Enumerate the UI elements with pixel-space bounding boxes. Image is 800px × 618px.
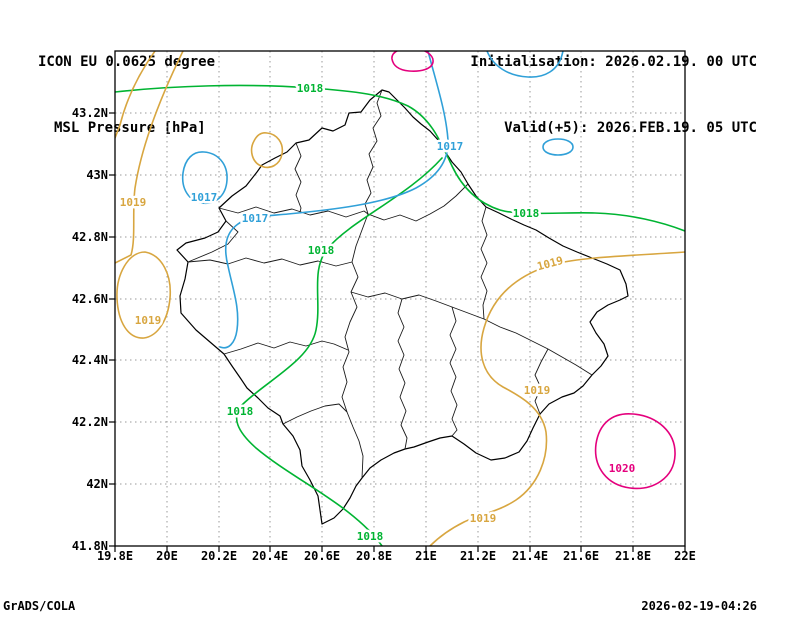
contour-1019-east-snake <box>429 251 685 546</box>
contour-label: 1017 <box>191 191 218 204</box>
map-geography <box>176 89 629 525</box>
x-axis-labels: 19.8E 20E 20.2E 20.4E 20.6E 20.8E 21E 21… <box>97 549 696 563</box>
contour-label: 1018 <box>513 207 540 220</box>
x-tick-label: 20E <box>156 549 178 563</box>
y-tick-label: 41.8N <box>72 539 108 553</box>
contour-1017-closed-west <box>181 151 228 205</box>
init-time: Initialisation: 2026.02.19. 00 UTC <box>470 54 757 70</box>
contour-1018-central <box>235 157 443 546</box>
contour-1019-closed-small <box>250 132 284 169</box>
x-tick-label: 20.8E <box>356 549 392 563</box>
x-tick-label: 19.8E <box>97 549 133 563</box>
contour-1019-west <box>115 51 184 264</box>
contour-label: 1018 <box>357 530 384 543</box>
contour-1018-upper <box>115 84 685 232</box>
y-tick-label: 43.2N <box>72 106 108 120</box>
grads-credit: GrADS/COLA <box>3 599 76 613</box>
y-tick-label: 42.4N <box>72 353 108 367</box>
x-tick-label: 21E <box>415 549 437 563</box>
country-outline <box>176 89 629 525</box>
axis-tick-marks <box>109 112 686 552</box>
x-tick-label: 20.4E <box>252 549 288 563</box>
district-boundaries <box>187 89 593 479</box>
creation-timestamp: 2026-02-19-04:26 <box>641 599 757 613</box>
y-tick-label: 42.8N <box>72 230 108 244</box>
contour-label: 1017 <box>242 212 269 225</box>
y-tick-label: 42N <box>86 477 108 491</box>
x-tick-label: 20.2E <box>201 549 237 563</box>
contour-label: 1018 <box>308 244 335 257</box>
contour-label: 1018 <box>297 82 324 95</box>
contour-label: 1017 <box>437 140 464 153</box>
field-title: MSL Pressure [hPa] <box>54 120 206 136</box>
contour-label: 1019 <box>120 196 147 209</box>
valid-time: Valid(+5): 2026.FEB.19. 05 UTC <box>504 120 757 136</box>
grid-lines <box>115 51 685 546</box>
y-axis-labels: 43.2N 43N 42.8N 42.6N 42.4N 42.2N 42N 41… <box>72 106 108 553</box>
contour-label: 1019 <box>470 512 497 525</box>
contour-label: 1019 <box>524 384 551 397</box>
header-left: ICON EU 0.0625 degree MSL Pressure [hPa] <box>38 7 215 161</box>
contour-label: 1020 <box>609 462 636 475</box>
y-tick-label: 42.6N <box>72 292 108 306</box>
contour-1020-closed-southeast <box>594 413 676 490</box>
contour-label: 1019 <box>135 314 162 327</box>
contour-label: 1018 <box>227 405 254 418</box>
contour-1017-top-arc <box>486 51 564 78</box>
contour-1017-sweep <box>219 51 449 349</box>
x-tick-label: 21.6E <box>563 549 599 563</box>
header-right: Initialisation: 2026.02.19. 00 UTC Valid… <box>470 7 757 161</box>
contour-label-layer: 1018 1017 1017 1017 1019 1018 1019 1018 … <box>117 80 638 546</box>
x-tick-label: 21.2E <box>460 549 496 563</box>
x-tick-label: 21.8E <box>615 549 651 563</box>
contour-1019-corner-arc <box>115 51 156 139</box>
contour-1019-closed-west <box>116 251 171 339</box>
contour-1020-closed-top <box>391 51 434 72</box>
contour-1017-closed-east <box>542 138 574 156</box>
x-tick-label: 21.4E <box>512 549 548 563</box>
x-tick-label: 22E <box>674 549 696 563</box>
model-title: ICON EU 0.0625 degree <box>38 54 216 70</box>
y-tick-label: 42.2N <box>72 415 108 429</box>
pressure-contours <box>115 51 685 546</box>
contour-label: 1019 <box>536 254 565 273</box>
y-tick-label: 43N <box>86 168 108 182</box>
x-tick-label: 20.6E <box>304 549 340 563</box>
